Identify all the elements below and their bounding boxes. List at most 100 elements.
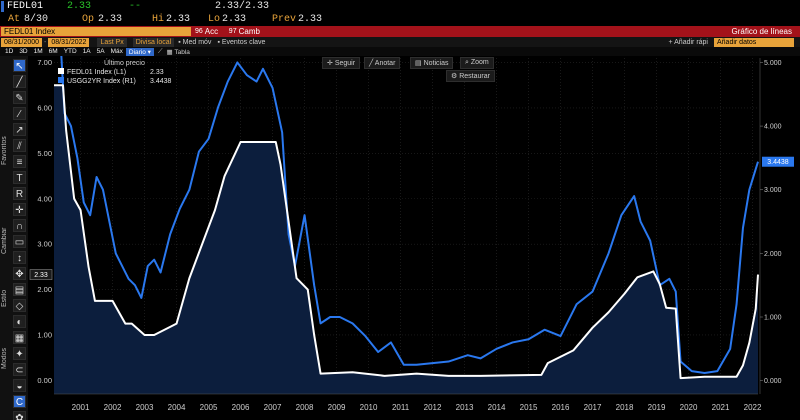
fib-tool-icon[interactable]: ≡ (13, 155, 26, 168)
x-axis-tick-label: 2003 (136, 403, 154, 412)
mode-icon[interactable]: ◒ (13, 379, 26, 392)
layout-icon[interactable]: ▤ (13, 283, 26, 296)
magnet-icon[interactable]: ∩ (13, 219, 26, 232)
color-icon[interactable]: ◐ (13, 315, 26, 328)
crosshair-icon[interactable]: ✛ (13, 203, 26, 216)
x-axis-tick-label: 2020 (680, 403, 698, 412)
range-row: 1D 3D 1M 6M YTD 1A 5A Máx Diario ▾ ⟋ ▦ T… (0, 47, 800, 56)
range-1a[interactable]: 1A (82, 48, 91, 55)
x-axis-tick-label: 2008 (296, 403, 314, 412)
frequency-label: Diario (128, 48, 146, 56)
left-axis-tick-label: 2.00 (37, 285, 52, 294)
title-bar: FEDL01 Index 96 Acc 97 Camb Gráfico de l… (0, 26, 800, 37)
move-icon[interactable]: ✥ (13, 267, 26, 280)
x-axis-tick-label: 2014 (488, 403, 506, 412)
channel-tool-icon[interactable]: ⫽ (13, 139, 26, 152)
last-value: 2.33 (67, 1, 92, 12)
anadir-rapid-button[interactable]: + Añadir rápi (668, 38, 708, 46)
anadir-rapid-label: Añadir rápi (674, 38, 708, 46)
range-1m[interactable]: 1M (33, 48, 43, 55)
text-tool-icon[interactable]: T (13, 171, 26, 184)
legend-title: Último precio (104, 58, 145, 67)
regression-tool-icon[interactable]: R (13, 187, 26, 200)
chart-area[interactable]: 0.00 1.00 2.00 3.00 4.00 5.00 6.00 7.00 0.000 1.0… (28, 56, 800, 420)
legend-series-last: 3.4438 (150, 78, 172, 85)
line-tool-icon[interactable]: ╱ (13, 75, 26, 88)
seguir-button[interactable]: ✛ Seguir (322, 57, 361, 69)
shapes-icon[interactable]: ◇ (13, 299, 26, 312)
chart-type-icon[interactable]: ⟋ (157, 47, 163, 55)
table-label: Tabla (174, 48, 190, 56)
ticker-label[interactable]: FEDL01 (7, 1, 44, 12)
prev-value: 2.33 (298, 14, 323, 25)
quote-header-row1: FEDL01 2.33 -- 2.33/2.33 (0, 0, 800, 13)
ruler-icon[interactable]: ▭ (13, 235, 26, 248)
legend-swatch (58, 68, 64, 74)
legend-series-last: 2.33 (150, 69, 164, 76)
right-axis-tick-label: 2.000 (764, 251, 782, 258)
hi-label: Hi (152, 14, 165, 25)
x-axis-tick-label: 2015 (520, 403, 538, 412)
fedl01-last-badge-text: 2.33 (34, 272, 48, 279)
x-axis-tick-label: 2018 (616, 403, 634, 412)
legend-series-name: FEDL01 Index (L1) (67, 69, 126, 76)
range-6m[interactable]: 6M (48, 48, 58, 55)
x-axis-tick-label: 2009 (328, 403, 346, 412)
line-chart[interactable]: 0.00 1.00 2.00 3.00 4.00 5.00 6.00 7.00 0.000 1.0… (28, 56, 800, 420)
change-value: -- (129, 1, 142, 12)
security-field[interactable]: FEDL01 Index (1, 27, 191, 36)
med-mov-toggle[interactable]: ▪ Med móv (178, 38, 212, 46)
compare-mode-icon[interactable]: C (13, 395, 26, 408)
cursor-icon[interactable]: ↖ (13, 59, 26, 72)
eventos-toggle[interactable]: ▪ Eventos clave (217, 38, 266, 46)
restaurar-button[interactable]: ⚙ Restaurar (446, 70, 495, 82)
range-1d[interactable]: 1D (5, 48, 14, 55)
brush-tool-icon[interactable]: ⁄ (13, 107, 26, 120)
right-axis-tick-label: 1.000 (764, 315, 782, 322)
sidebar-label-estilo: Estilo (1, 289, 8, 307)
range-ytd[interactable]: YTD (63, 48, 77, 55)
left-axis-tick-label: 4.00 (37, 194, 52, 203)
x-axis-tick-label: 2017 (584, 403, 602, 412)
left-axis-tick-label: 0.00 (37, 376, 52, 385)
end-date-field[interactable]: 08/31/2022 (48, 37, 90, 47)
anotar-button[interactable]: ╱ Anotar (364, 57, 401, 69)
frequency-select[interactable]: Diario ▾ (125, 47, 154, 56)
sidebar-label-favoritos: Favoritos (1, 136, 8, 166)
style-icon[interactable]: ✦ (13, 347, 26, 360)
anadir-datos-field[interactable]: Añadir datos (714, 37, 794, 47)
fedl01-last-badge (29, 269, 53, 280)
range-max[interactable]: Máx (110, 48, 123, 55)
x-axis-tick-label: 2013 (456, 403, 474, 412)
pen-tool-icon[interactable]: ✎ (13, 91, 26, 104)
x-axis-tick-label: 2002 (104, 403, 122, 412)
lo-label: Lo (208, 14, 221, 25)
link-icon[interactable]: ⊂ (13, 363, 26, 376)
sidebar-label-modos: Modos (1, 347, 8, 369)
at-value: 8/30 (24, 14, 49, 25)
grid-icon[interactable]: ▦ (13, 331, 26, 344)
table-button[interactable]: ▦ Tabla (166, 48, 190, 56)
action1-button[interactable]: Acc (204, 27, 219, 36)
action2-prefix: 97 (228, 28, 237, 35)
date-separator: - (44, 38, 47, 46)
zoom-button[interactable]: ⌕ Zoom (460, 57, 494, 69)
left-axis-tick-label: 7.00 (37, 58, 52, 67)
currency-select[interactable]: Divisa local (132, 37, 175, 47)
last-price-select[interactable]: Last Px (97, 37, 127, 47)
x-axis-tick-label: 2006 (232, 403, 250, 412)
bid-ask-value: 2.33/2.33 (215, 1, 270, 12)
range-5a[interactable]: 5A (96, 48, 105, 55)
sidebar-label-cambiar: Cambiar (1, 227, 8, 255)
legend-swatch (58, 77, 64, 83)
noticias-button[interactable]: ▤ Noticias (410, 57, 454, 69)
palette-icon[interactable]: ✿ (13, 411, 26, 420)
right-axis-tick-label: 5.000 (764, 60, 782, 67)
arrows-icon[interactable]: ↕ (13, 251, 26, 264)
action2-button[interactable]: Camb (238, 27, 260, 36)
left-axis-tick-label: 3.00 (37, 240, 52, 249)
start-date-field[interactable]: 08/31/2000 (1, 37, 43, 47)
x-axis-tick-label: 2005 (200, 403, 218, 412)
ray-tool-icon[interactable]: ↗ (13, 123, 26, 136)
range-3d[interactable]: 3D (19, 48, 28, 55)
